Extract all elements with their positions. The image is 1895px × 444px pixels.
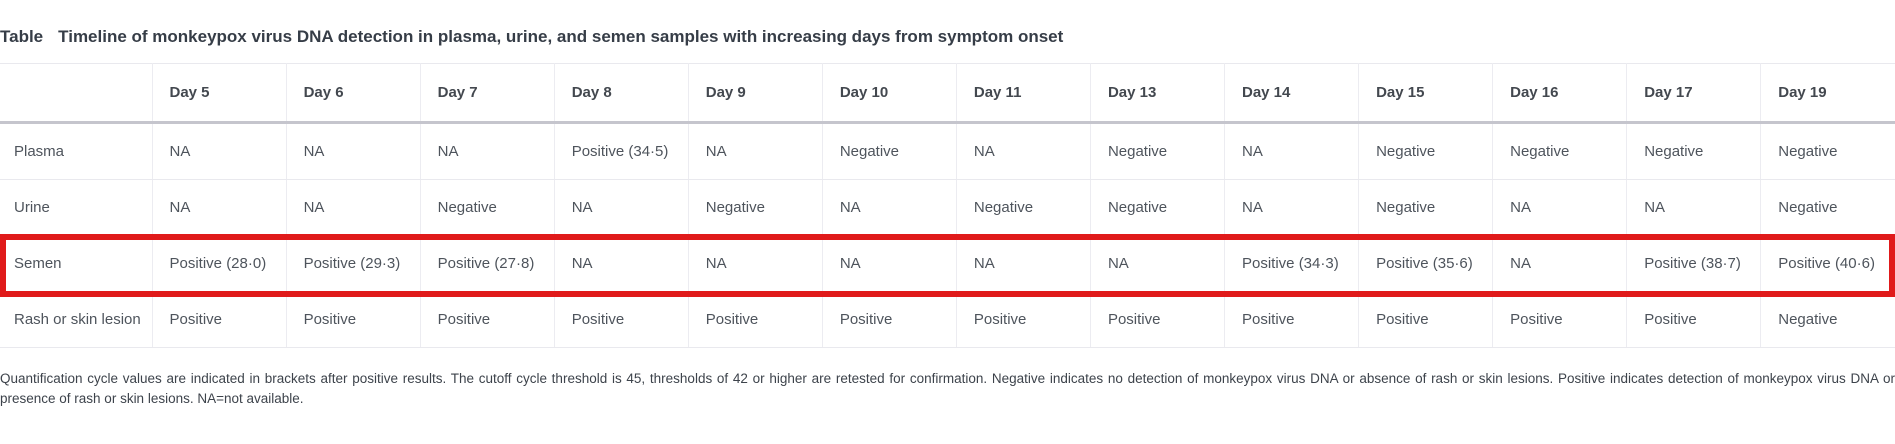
table-cell: Negative <box>1492 122 1627 180</box>
column-header: Day 14 <box>1223 63 1359 124</box>
table-cell: Positive <box>955 291 1091 348</box>
table-cell: Positive <box>1358 291 1493 348</box>
table-cell: Positive (28·0) <box>151 235 287 292</box>
table-cell: Negative <box>1760 179 1895 236</box>
table-cell: Positive <box>553 291 689 348</box>
table-cell: Negative <box>821 122 957 180</box>
table-cell: NA <box>285 122 421 180</box>
table-cell: Negative <box>419 179 555 236</box>
table-row: Urine NA NA Negative NA Negative NA Negative Neg… <box>0 179 1895 236</box>
table-cell: Negative <box>1760 122 1895 180</box>
table-cell: Positive (38·7) <box>1626 235 1761 292</box>
table-cell: Negative <box>1089 122 1225 180</box>
table-row: Semen Positive (28·0) Positive (29·3) Posit… <box>0 235 1895 292</box>
table-cell: NA <box>1223 122 1359 180</box>
column-header: Day 15 <box>1358 63 1493 124</box>
table-cell: Negative <box>955 179 1091 236</box>
header-row: Day 5 Day 6 Day 7 Day 8 Day 9 Day 10 Day 11 Day… <box>0 63 1895 124</box>
table-cell: Positive <box>687 291 823 348</box>
row-label: Plasma <box>0 122 152 180</box>
table-caption-label: Table <box>0 27 44 46</box>
row-label: Rash or skin lesion <box>0 291 152 348</box>
table-cell: NA <box>687 122 823 180</box>
table-cell: Negative <box>1626 122 1761 180</box>
table-cell: NA <box>1492 179 1627 236</box>
table-cell: NA <box>1626 179 1761 236</box>
footnote: Quantification cycle values are indicate… <box>0 371 1895 406</box>
table-cell: Positive <box>1626 291 1761 348</box>
table-wrap: Day 5 Day 6 Day 7 Day 8 Day 9 Day 10 Day 11 Day… <box>0 63 1895 348</box>
column-header: Day 17 <box>1626 63 1761 124</box>
table-header: Day 5 Day 6 Day 7 Day 8 Day 9 Day 10 Day 11 Day… <box>0 63 1895 124</box>
table-cell: Negative <box>1358 122 1493 180</box>
table-cell: NA <box>151 179 287 236</box>
column-header: Day 10 <box>821 63 957 124</box>
table-cell: Positive (27·8) <box>419 235 555 292</box>
table-row: Rash or skin lesion Positive Positive Posit… <box>0 291 1895 348</box>
table-cell: NA <box>1492 235 1627 292</box>
table-cell: Positive (34·3) <box>1223 235 1359 292</box>
table-cell: NA <box>821 179 957 236</box>
table-cell: Positive <box>419 291 555 348</box>
corner-cell <box>0 63 152 124</box>
column-header: Day 19 <box>1760 63 1895 124</box>
column-header: Day 5 <box>151 63 287 124</box>
row-label: Urine <box>0 179 152 236</box>
table-caption: Table Timeline of monkeypox virus DNA det… <box>0 0 1895 47</box>
table-cell: Positive (34·5) <box>553 122 689 180</box>
table-cell: NA <box>553 179 689 236</box>
column-header: Day 9 <box>687 63 823 124</box>
table-cell: Positive <box>1089 291 1225 348</box>
table-cell: Negative <box>1358 179 1493 236</box>
table-cell: Negative <box>1089 179 1225 236</box>
table-cell: NA <box>1223 179 1359 236</box>
table-cell: Negative <box>687 179 823 236</box>
row-label: Semen <box>0 235 152 292</box>
table-cell: NA <box>419 122 555 180</box>
table-cell: Positive <box>151 291 287 348</box>
table-cell: NA <box>151 122 287 180</box>
table-caption-text: Timeline of monkeypox virus DNA detectio… <box>58 27 1064 46</box>
column-header: Day 11 <box>955 63 1091 124</box>
page: Table Timeline of monkeypox virus DNA det… <box>0 0 1895 406</box>
column-header: Day 13 <box>1089 63 1225 124</box>
table-row: Plasma NA NA NA Positive (34·5) NA Negative NA N… <box>0 122 1895 180</box>
column-header: Day 16 <box>1492 63 1627 124</box>
column-header: Day 8 <box>553 63 689 124</box>
table-cell: NA <box>1089 235 1225 292</box>
table-cell: Positive <box>1223 291 1359 348</box>
table-cell: NA <box>955 235 1091 292</box>
table-cell: NA <box>955 122 1091 180</box>
table-cell: NA <box>285 179 421 236</box>
table-cell: Positive <box>1492 291 1627 348</box>
data-table: Day 5 Day 6 Day 7 Day 8 Day 9 Day 10 Day 11 Day… <box>0 63 1895 348</box>
table-cell: Positive (29·3) <box>285 235 421 292</box>
table-cell: NA <box>687 235 823 292</box>
table-cell: Positive (35·6) <box>1358 235 1493 292</box>
column-header: Day 6 <box>285 63 421 124</box>
table-cell: Positive <box>285 291 421 348</box>
table-cell: NA <box>821 235 957 292</box>
table-body: Plasma NA NA NA Positive (34·5) NA Negative NA N… <box>0 122 1895 348</box>
table-cell: Negative <box>1760 291 1895 348</box>
table-cell: NA <box>553 235 689 292</box>
table-cell: Positive <box>821 291 957 348</box>
table-cell: Positive (40·6) <box>1760 235 1895 292</box>
column-header: Day 7 <box>419 63 555 124</box>
